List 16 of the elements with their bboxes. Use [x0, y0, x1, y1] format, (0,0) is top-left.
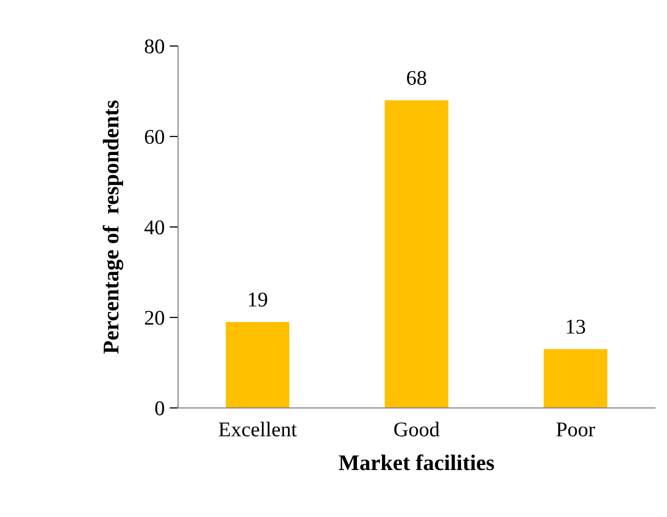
y-tick-label: 20	[144, 310, 164, 325]
x-tick-label: Excellent	[218, 422, 297, 436]
y-axis-title: Percentage of respondents	[102, 100, 124, 354]
y-tick-label: 80	[144, 39, 164, 54]
bar	[384, 100, 448, 408]
bar	[226, 322, 290, 408]
x-axis-title: Market facilities	[338, 454, 494, 470]
y-tick-label: 60	[144, 130, 164, 144]
data-label: 13	[566, 320, 586, 334]
y-tick-label: 0	[155, 401, 164, 416]
data-label: 68	[407, 70, 426, 85]
bar	[544, 349, 608, 408]
x-tick-label: Good	[394, 422, 440, 436]
x-tick-label: Poor	[556, 422, 596, 436]
data-label: 19	[248, 292, 268, 307]
y-tick-label: 40	[144, 220, 164, 234]
